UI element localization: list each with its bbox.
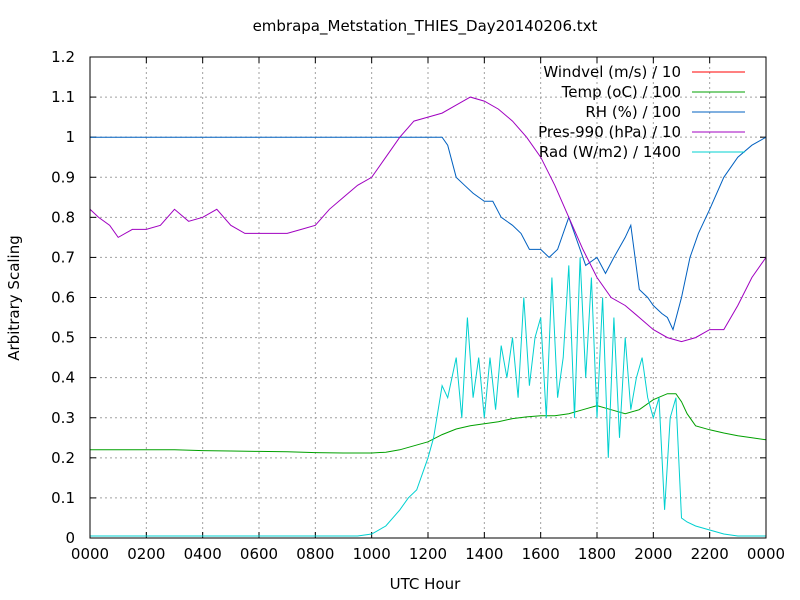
y-tick-label: 0.7: [51, 248, 75, 266]
y-tick-label: 1.2: [51, 48, 75, 66]
y-tick-label: 0.6: [51, 289, 75, 307]
x-tick-label: 1800: [578, 545, 616, 563]
y-tick-label: 0.8: [51, 208, 75, 226]
x-tick-label: 1600: [522, 545, 560, 563]
x-tick-label: 1200: [409, 545, 447, 563]
y-axis-label: Arbitrary Scaling: [5, 235, 23, 361]
plot-frame: [89, 56, 767, 539]
series-line-2: [90, 136, 767, 332]
y-tick-label: 0.5: [51, 329, 75, 347]
legend-label-3: Pres-990 (hPa) / 10: [538, 123, 681, 141]
x-tick-label: 0600: [240, 545, 278, 563]
x-axis-label: UTC Hour: [390, 575, 461, 593]
chart-title: embrapa_Metstation_THIES_Day20140206.txt: [253, 17, 598, 36]
series-line-4: [90, 257, 766, 537]
x-tick-label: 0800: [296, 545, 334, 563]
y-tick-label: 0: [65, 529, 75, 547]
y-tick-label: 1.1: [51, 88, 75, 106]
y-tick-label: 0.1: [51, 489, 75, 507]
legend: Windvel (m/s) / 10 Temp (oC) / 100 RH (%) …: [538, 63, 745, 161]
legend-label-1: Temp (oC) / 100: [561, 83, 681, 101]
y-tick-label: 1: [65, 128, 75, 146]
x-tick-label: 0000: [71, 545, 109, 563]
series-line-3: [89, 96, 767, 343]
x-tick-label: 1400: [465, 545, 503, 563]
series-line-1: [90, 393, 767, 454]
y-tick-label: 0.4: [51, 369, 75, 387]
x-tick-label: 0000: [747, 545, 785, 563]
x-tick-label: 0400: [184, 545, 222, 563]
x-tick-label: 0200: [127, 545, 165, 563]
legend-label-0: Windvel (m/s) / 10: [543, 63, 681, 81]
x-tick-label: 1000: [353, 545, 391, 563]
ticks-layer: 0000 0200 0400 0600 0800 1000 1200 1400 1600 1800…: [51, 48, 785, 563]
legend-label-2: RH (%) / 100: [585, 103, 681, 121]
y-tick-label: 0.2: [51, 449, 75, 467]
y-tick-label: 0.9: [51, 168, 75, 186]
x-tick-label: 2200: [691, 545, 729, 563]
y-tick-label: 0.3: [51, 409, 75, 427]
legend-label-4: Rad (W/m2) / 1400: [539, 143, 681, 161]
x-tick-label: 2000: [634, 545, 672, 563]
series-layer: [89, 96, 767, 537]
